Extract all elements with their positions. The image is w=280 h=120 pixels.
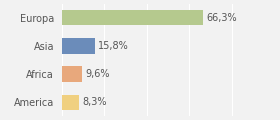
Text: 8,3%: 8,3% [82, 97, 107, 107]
Bar [62, 38, 95, 54]
Text: 15,8%: 15,8% [98, 41, 129, 51]
Text: 66,3%: 66,3% [206, 13, 237, 23]
Bar [62, 95, 79, 110]
Bar [62, 66, 82, 82]
Bar [62, 10, 203, 25]
Text: 9,6%: 9,6% [85, 69, 110, 79]
